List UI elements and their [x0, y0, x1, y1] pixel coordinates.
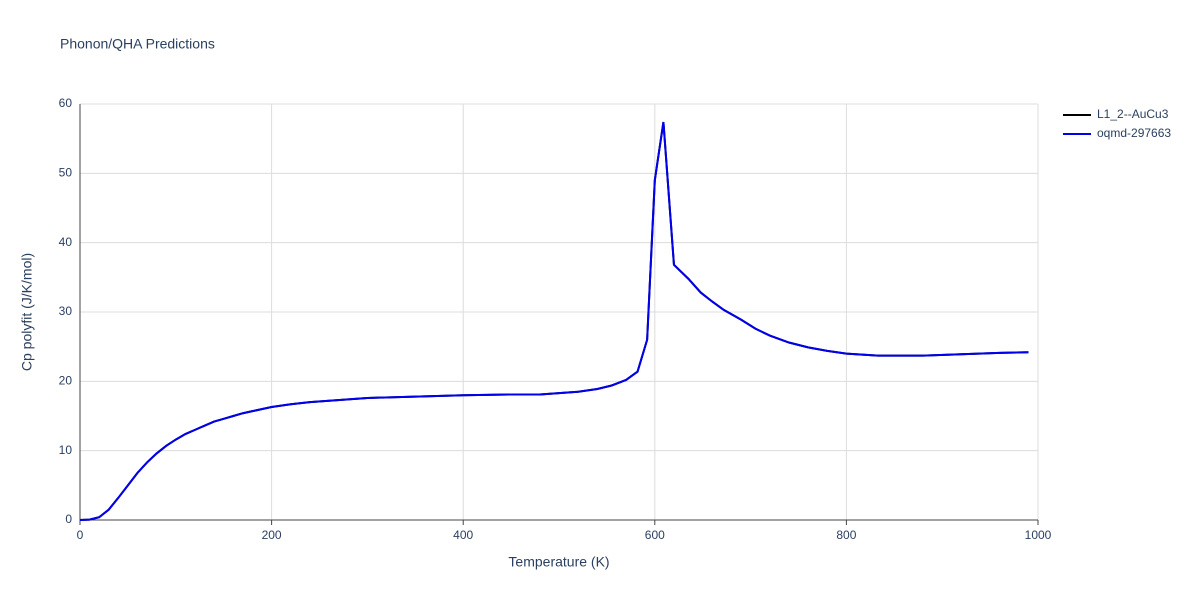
- x-tick-label: 1000: [1025, 528, 1052, 542]
- x-tick-label: 800: [836, 528, 856, 542]
- x-tick-label: 400: [453, 528, 473, 542]
- y-tick-label: 30: [59, 304, 73, 318]
- y-tick-label: 0: [65, 512, 72, 526]
- y-tick-label: 50: [59, 166, 73, 180]
- x-tick-label: 200: [262, 528, 282, 542]
- x-tick-label: 0: [77, 528, 84, 542]
- y-tick-label: 40: [59, 235, 73, 249]
- legend-label: oqmd-297663: [1097, 126, 1171, 140]
- x-tick-label: 600: [645, 528, 665, 542]
- y-tick-label: 60: [59, 96, 73, 110]
- legend-label: L1_2--AuCu3: [1097, 107, 1169, 121]
- series-line: [79, 121, 1029, 521]
- y-tick-label: 20: [59, 374, 73, 388]
- series-line: [79, 121, 1029, 521]
- y-tick-label: 10: [59, 443, 73, 457]
- chart-title: Phonon/QHA Predictions: [60, 36, 215, 52]
- y-axis-label: Cp polyfit (J/K/mol): [19, 253, 35, 371]
- x-axis-label: Temperature (K): [508, 554, 609, 570]
